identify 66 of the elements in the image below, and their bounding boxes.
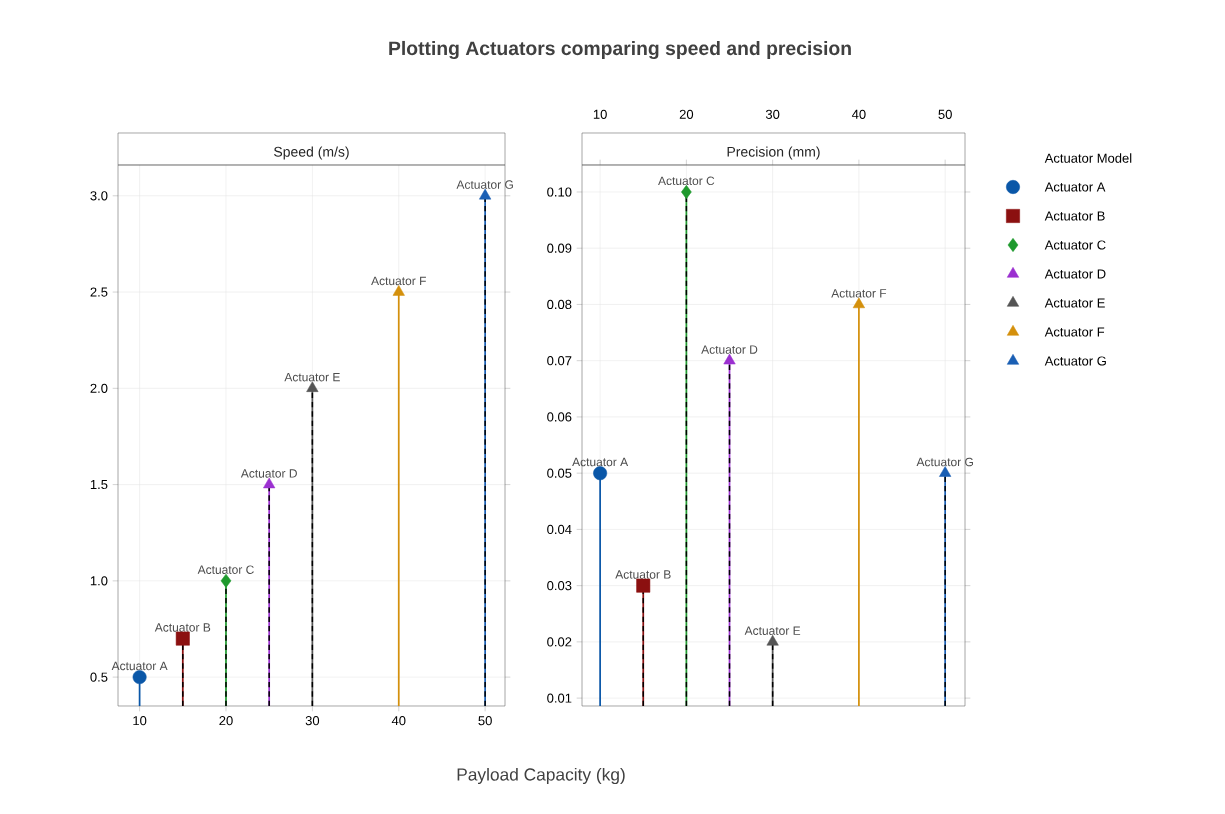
- annotation: Actuator A: [111, 661, 168, 671]
- legend-label: Actuator E: [1044, 298, 1105, 308]
- annotation: Actuator B: [615, 570, 671, 579]
- x-tick-label: 50: [938, 109, 952, 119]
- point: [636, 578, 651, 593]
- annotation: Actuator D: [240, 469, 297, 478]
- point: [220, 573, 232, 588]
- legend-label: Actuator D: [1044, 269, 1106, 279]
- y-tick-label: 2.0: [90, 383, 108, 393]
- point: [175, 631, 190, 646]
- y-tick-label: 0.08: [547, 299, 572, 310]
- y-tick-label: 0.10: [547, 187, 572, 197]
- y-tick-label: 1.0: [90, 576, 108, 586]
- annotation: Actuator G: [456, 180, 513, 189]
- legend-label: Actuator B: [1044, 211, 1105, 221]
- point: [392, 285, 405, 296]
- y-tick-label: 2.5: [90, 287, 108, 297]
- y-axis-title: Precision (mm): [727, 146, 820, 160]
- point: [132, 670, 147, 685]
- legend-title: Actuator Model: [1044, 153, 1132, 163]
- annotation: Actuator C: [658, 176, 715, 186]
- y-tick-label: 0.05: [547, 468, 572, 478]
- y-tick-label: 3.0: [90, 191, 108, 201]
- y-tick-label: 0.09: [547, 243, 572, 253]
- legend-label: Actuator F: [1044, 327, 1105, 337]
- y-tick-label: 0.01: [547, 693, 572, 703]
- point: [306, 381, 319, 392]
- annotation: Actuator A: [572, 457, 629, 467]
- x-tick-label: 10: [593, 109, 607, 119]
- annotation: Actuator C: [197, 565, 254, 574]
- annotation: Actuator D: [701, 345, 758, 354]
- point: [263, 477, 276, 489]
- y-tick-label: 0.5: [90, 672, 108, 682]
- y-tick-label: 1.5: [90, 480, 108, 490]
- legend-label: Actuator G: [1044, 356, 1106, 366]
- point: [852, 297, 865, 309]
- x-tick-label: 50: [478, 716, 492, 726]
- annotation: Actuator G: [916, 457, 973, 467]
- y-tick-label: 0.03: [547, 581, 572, 591]
- annotation: Actuator F: [831, 289, 887, 298]
- point: [939, 466, 952, 477]
- annotation: Actuator E: [744, 626, 801, 635]
- x-tick-label: 10: [133, 716, 147, 726]
- annotation: Actuator E: [284, 373, 340, 382]
- x-tick-label: 20: [219, 716, 233, 726]
- point: [681, 185, 692, 199]
- legend-label: Actuator A: [1044, 182, 1106, 192]
- point: [766, 634, 779, 646]
- point: [723, 353, 736, 365]
- x-tick-label: 30: [765, 109, 780, 119]
- y-axis-title: Speed (m/s): [274, 146, 349, 160]
- point: [593, 466, 608, 481]
- y-tick-label: 0.06: [547, 412, 572, 422]
- x-tick-label: 40: [391, 716, 406, 726]
- annotation: Actuator F: [371, 276, 426, 286]
- point: [479, 188, 492, 200]
- x-axis-title: Payload Capacity (kg): [457, 767, 625, 785]
- legend-label: Actuator C: [1044, 240, 1106, 250]
- x-tick-label: 20: [679, 109, 694, 119]
- y-tick-label: 0.02: [547, 637, 572, 647]
- x-tick-label: 30: [305, 716, 320, 726]
- x-tick-label: 40: [851, 109, 866, 119]
- y-tick-label: 0.07: [547, 356, 572, 366]
- text: Plotting Actuators comparing speed and precision: [389, 40, 851, 60]
- annotation: Actuator B: [154, 623, 211, 632]
- y-tick-label: 0.04: [547, 524, 572, 534]
